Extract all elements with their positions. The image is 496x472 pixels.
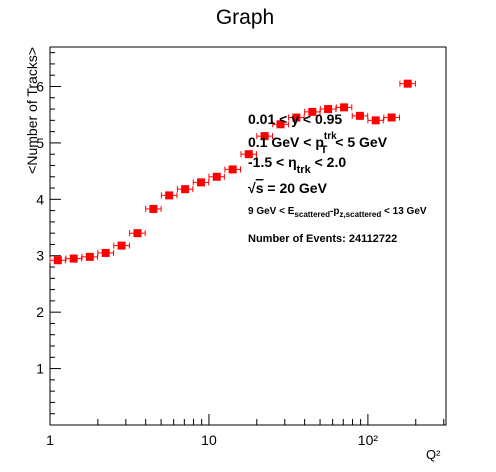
annotation-events: Number of Events: 24112722 [248,233,397,245]
x-tick-label: 10² [358,432,379,448]
marker [260,132,269,141]
annotation-block: 0.01 < y < 0.95 0.1 GeV < ptrk T < 5 GeV … [248,111,427,245]
data-point [383,113,400,122]
data-point [256,132,273,141]
marker [371,116,380,125]
data-point [240,150,257,159]
y-tick-label: 4 [36,191,44,207]
marker [196,178,205,187]
marker [53,256,62,265]
marker [308,107,317,116]
marker [403,79,412,88]
y-tick-label: 5 [36,135,44,151]
marker [212,172,221,181]
data-point [145,204,162,213]
marker [244,150,253,159]
marker [133,229,142,238]
data-point [351,111,369,120]
data-point [272,120,289,129]
data-point [335,103,353,112]
data-point [160,191,178,200]
y-tick-label: 1 [36,361,44,377]
y-axis-label: <Number of Tracks> [24,47,40,174]
marker [387,113,396,122]
annotation-sqrt-s: √s = 20 GeV [248,180,328,196]
marker [292,113,301,122]
data-point [224,165,242,174]
data-point [192,178,210,187]
y-tick-label: 3 [36,248,44,264]
x-tick-label: 10 [201,432,217,448]
y-axis: 1 2 3 4 5 6 [36,52,61,426]
data-point [129,229,146,238]
marker [85,252,94,261]
marker [228,165,237,174]
marker [101,248,110,257]
marker [69,254,78,263]
data-point [113,241,130,250]
chart-title: Graph [216,6,274,29]
data-point [288,113,305,122]
marker [324,105,333,114]
marker [165,191,174,200]
marker [355,111,364,120]
x-axis-label: Q² [426,447,441,462]
annotation-y-range: 0.01 < y < 0.95 [248,111,342,127]
y-tick-label: 6 [36,78,44,94]
data-point [97,248,115,257]
marker [340,103,349,112]
data-point [399,79,416,88]
annotation-pt-range: 0.1 GeV < ptrk T < 5 GeV [248,131,388,156]
x-axis: 1 10 10² [46,414,445,448]
data-point [208,172,225,181]
annotation-e-pz: 9 GeV < Escattered-pz,scattered < 13 GeV [248,206,427,219]
plot-frame [49,46,447,426]
x-tick-label: 1 [46,432,54,448]
marker [276,120,285,129]
annotation-eta-range: -1.5 < ηtrk < 2.0 [248,154,346,176]
marker [149,204,158,213]
data-point [49,256,66,265]
data-point [176,185,194,194]
data-point [367,116,384,125]
y-tick-label: 2 [36,304,44,320]
marker [181,185,190,194]
marker [117,241,126,250]
data-points [49,79,416,265]
